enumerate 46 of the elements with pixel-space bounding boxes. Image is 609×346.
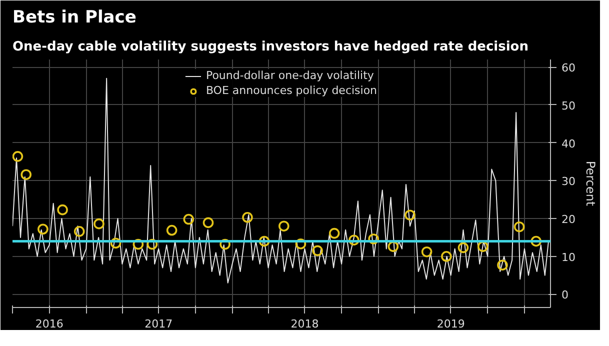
- point: [421, 246, 432, 258]
- y-tick-label: 50: [562, 99, 576, 112]
- y-tick-label: 10: [562, 250, 576, 264]
- point: [441, 250, 452, 262]
- point: [312, 245, 323, 256]
- x-tick-label: 2016: [35, 318, 64, 330]
- x-tick-label: 2019: [436, 318, 465, 330]
- point: [328, 228, 340, 239]
- chart-title: Bets in Place: [12, 8, 136, 28]
- point: [94, 218, 104, 230]
- point: [20, 169, 32, 180]
- point: [295, 238, 306, 250]
- point: [404, 210, 416, 221]
- point: [57, 204, 68, 216]
- point: [38, 224, 48, 235]
- y-tick-label: 40: [562, 137, 576, 150]
- point: [74, 226, 85, 237]
- point: [110, 238, 122, 249]
- legend-label: BOE announces policy decision: [206, 84, 378, 97]
- point: [530, 236, 542, 247]
- point: [278, 220, 290, 232]
- point: [497, 260, 508, 270]
- point: [388, 241, 399, 252]
- point: [458, 242, 469, 254]
- y-axis-title: Percent: [583, 160, 598, 206]
- point: [242, 212, 253, 223]
- point: [146, 238, 158, 250]
- point: [514, 221, 525, 232]
- y-tick-label: 0: [562, 288, 568, 302]
- point: [477, 241, 488, 252]
- legend-label: Pound-dollar one-day volatility: [206, 69, 374, 82]
- y-tick-label: 60: [562, 62, 576, 75]
- chart-subtitle: One-day cable volatility suggests investors have hedged rate decision: [12, 40, 528, 54]
- point: [220, 238, 230, 250]
- point: [166, 224, 178, 236]
- point: [348, 234, 360, 246]
- point: [368, 234, 379, 244]
- y-tick-label: 20: [562, 213, 576, 226]
- x-tick-label: 2017: [144, 318, 173, 330]
- y-tick-label: 30: [562, 175, 576, 188]
- point: [183, 214, 194, 225]
- x-tick-label: 2018: [290, 318, 319, 330]
- point: [202, 217, 214, 228]
- point: [132, 238, 144, 250]
- point: [12, 151, 24, 162]
- point: [258, 236, 270, 247]
